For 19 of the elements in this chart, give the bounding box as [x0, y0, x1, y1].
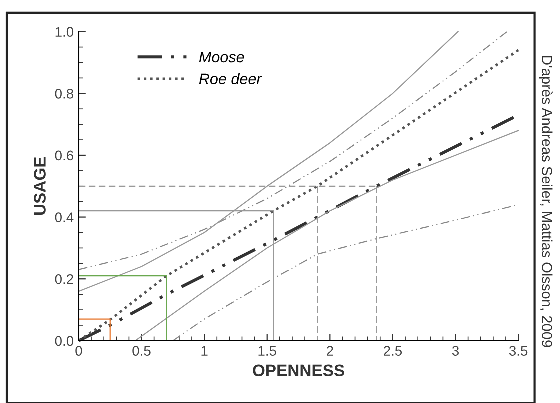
x-tick-label: 3 — [452, 346, 460, 356]
x-tick-label: 2 — [326, 346, 334, 356]
y-axis-title: USAGE — [34, 157, 46, 216]
x-tick-label: 1.5 — [258, 346, 276, 356]
x-tick-label: 0.5 — [132, 346, 151, 356]
y-tick-label: 0.4 — [55, 212, 74, 222]
y-tick-label: 0.6 — [55, 150, 74, 161]
x-tick-label: 1 — [202, 346, 208, 356]
legend-label: Moose — [199, 52, 244, 63]
y-tick-label: 0.8 — [55, 88, 74, 99]
legend-label: Roe deer — [199, 73, 262, 85]
x-axis-title: OPENNESS — [253, 364, 344, 377]
x-tick-label: 0 — [76, 346, 82, 356]
x-tick-label: 3.5 — [509, 346, 528, 356]
y-tick-label: 1.0 — [56, 27, 74, 38]
text: D'après Andreas Seiler, Mattias Olsson, 2009 — [539, 56, 553, 348]
y-tick-label: 0.2 — [55, 274, 74, 284]
y-tick-label: 0.0 — [55, 336, 74, 346]
x-tick-label: 2.5 — [384, 346, 402, 356]
